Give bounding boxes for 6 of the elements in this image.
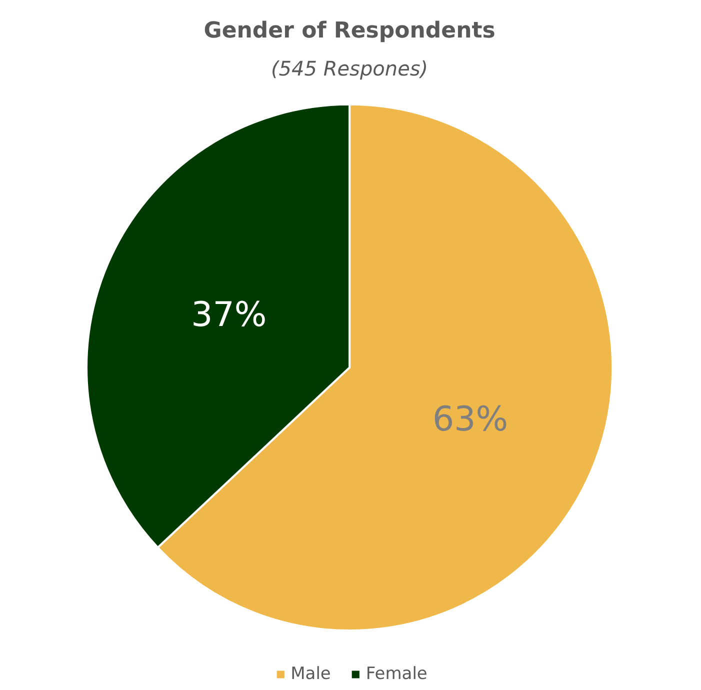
data-label: 37% <box>191 295 267 336</box>
legend-label: Female <box>366 664 428 684</box>
data-label: 63% <box>432 400 508 440</box>
chart-title: Gender of Respondents <box>204 18 496 44</box>
legend-label: Male <box>290 664 331 684</box>
chart-subtitle: (545 Respones) <box>271 56 428 80</box>
